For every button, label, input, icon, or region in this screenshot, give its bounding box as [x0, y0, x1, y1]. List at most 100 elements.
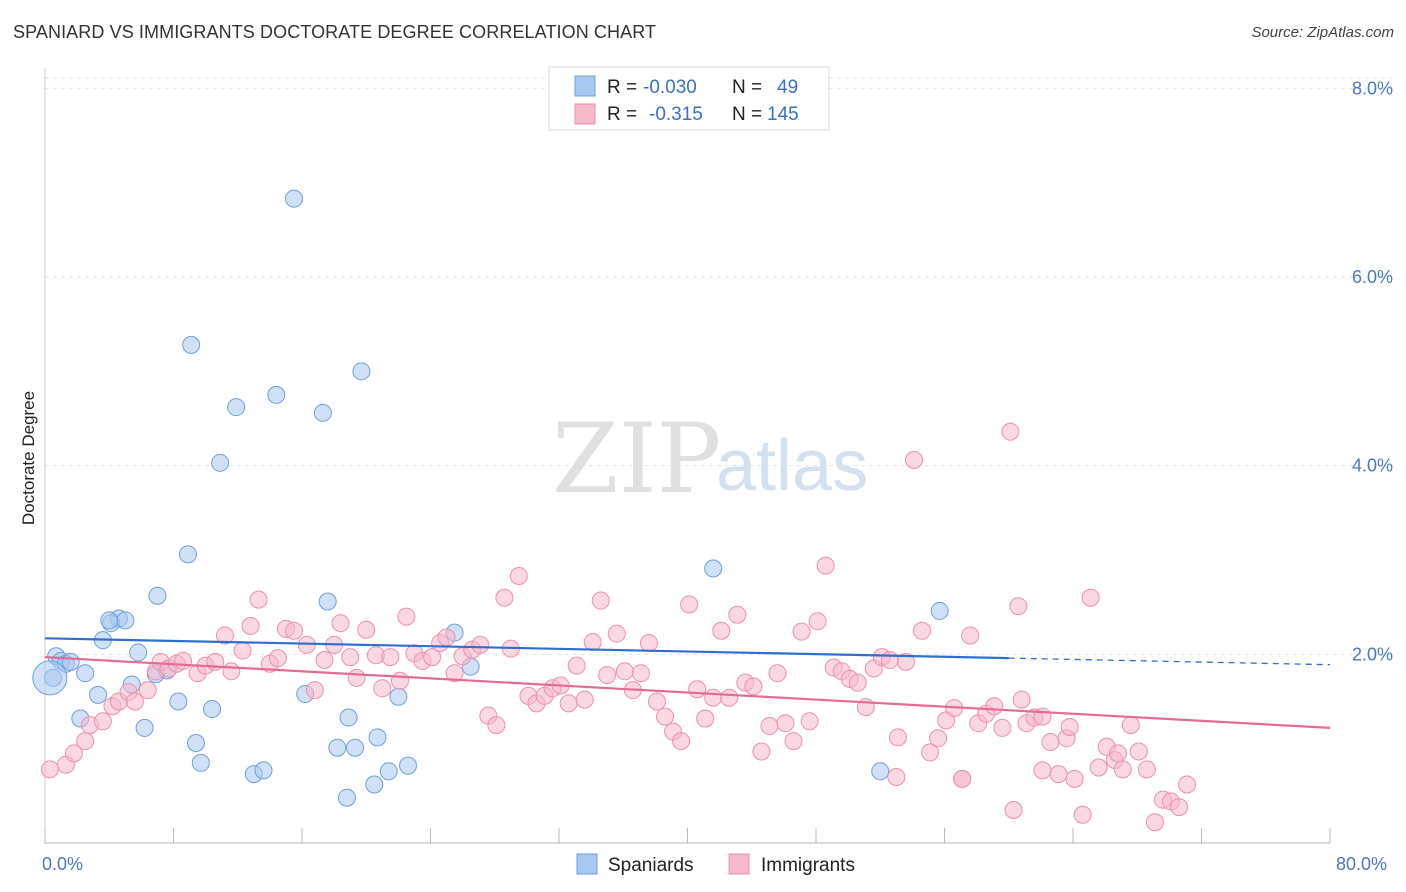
- immigrants-point-139: [887, 767, 906, 786]
- spaniards-point-28: [328, 738, 347, 757]
- immigrants-point-91: [808, 612, 827, 631]
- immigrants-point-137: [1178, 775, 1197, 794]
- immigrants-point-65: [598, 666, 617, 685]
- immigrants-point-39: [390, 671, 409, 690]
- immigrants-point-123: [1065, 769, 1084, 788]
- y-tick-label-1: 4.0%: [1352, 456, 1393, 476]
- source-label: Source: ZipAtlas.com: [1251, 24, 1394, 41]
- immigrants-point-138: [1004, 800, 1023, 819]
- immigrants-point-85: [760, 717, 779, 736]
- immigrants-point-87: [776, 714, 795, 733]
- spaniards-point-31: [339, 708, 358, 727]
- immigrants-point-129: [1113, 760, 1132, 779]
- immigrants-point-60: [559, 694, 578, 713]
- immigrants-point-90: [800, 712, 819, 731]
- spaniards-point-42: [89, 685, 108, 704]
- immigrants-point-29: [305, 681, 324, 700]
- spaniards-point-17: [191, 753, 210, 772]
- spaniards-point-24: [284, 189, 303, 208]
- immigrants-point-79: [712, 621, 731, 640]
- immigrants-point-69: [631, 664, 650, 683]
- watermark-atlas: atlas: [716, 426, 868, 506]
- immigrants-point-51: [487, 716, 506, 735]
- immigrants-point-86: [768, 664, 787, 683]
- spaniards-point-27: [318, 592, 337, 611]
- immigrants-point-22: [241, 617, 260, 636]
- immigrants-point-72: [656, 707, 675, 726]
- immigrants-point-62: [575, 690, 594, 709]
- immigrants-point-19: [215, 626, 234, 645]
- immigrants-point-64: [591, 591, 610, 610]
- spaniards-point-14: [169, 692, 188, 711]
- spaniards-point-29: [352, 362, 371, 381]
- immigrants-point-84: [752, 742, 771, 761]
- immigrants-point-37: [373, 679, 392, 698]
- immigrants-point-40: [397, 607, 416, 626]
- legend-r-label-2: R =: [607, 104, 637, 125]
- legend-r-value-1: -0.030: [643, 77, 697, 98]
- immigrants-point-77: [696, 709, 715, 728]
- spaniards-point-12: [135, 718, 154, 737]
- immigrants-point-46: [445, 664, 464, 683]
- bottom-legend-spaniards: Spaniards: [608, 855, 694, 876]
- immigrants-point-140: [953, 769, 972, 788]
- spaniards-point-20: [227, 398, 246, 417]
- immigrants-point-61: [567, 656, 586, 675]
- immigrants-point-116: [1009, 597, 1028, 616]
- immigrants-point-88: [784, 732, 803, 751]
- immigrants-point-136: [1170, 798, 1189, 817]
- spaniards-trend-line: [44, 637, 1009, 660]
- axes: [44, 68, 1331, 844]
- immigrants-point-124: [1073, 805, 1092, 824]
- immigrants-point-120: [1041, 733, 1060, 752]
- immigrants-point-9: [125, 692, 144, 711]
- immigrants-point-126: [1089, 758, 1108, 777]
- immigrants-point-34: [347, 668, 366, 687]
- spaniards-point-18: [203, 700, 222, 719]
- immigrants-point-27: [284, 621, 303, 640]
- immigrants-point-103: [904, 450, 923, 469]
- immigrants-point-114: [993, 718, 1012, 737]
- y-tick-label-3: 8.0%: [1352, 78, 1393, 98]
- immigrants-point-38: [381, 648, 400, 667]
- spaniards-point-4: [61, 652, 80, 671]
- spaniards-point-45: [100, 611, 119, 630]
- immigrants-point-63: [583, 633, 602, 652]
- spaniards-point-22: [254, 761, 273, 780]
- spaniards-point-41: [930, 601, 949, 620]
- y-tick-label-2: 6.0%: [1352, 267, 1393, 287]
- spaniards-point-40: [871, 762, 890, 781]
- trend-lines: [44, 637, 1331, 730]
- immigrants-point-49: [471, 635, 490, 654]
- immigrants-point-66: [607, 624, 626, 643]
- y-tick-label-0: 2.0%: [1352, 644, 1393, 664]
- immigrants-point-89: [792, 622, 811, 641]
- immigrants-point-78: [704, 688, 723, 707]
- legend-n-label-1: N =: [732, 77, 762, 98]
- legend-swatch-immigrants: [574, 103, 596, 125]
- spaniards-point-23: [267, 385, 286, 404]
- immigrants-point-81: [728, 605, 747, 624]
- immigrants-point-32: [331, 614, 350, 633]
- spaniards-point-39: [704, 559, 723, 578]
- immigrants-point-125: [1081, 588, 1100, 607]
- y-axis-label: Doctorate Degree: [19, 391, 38, 525]
- immigrants-point-45: [437, 628, 456, 647]
- bottom-legend-swatch-spaniards: [576, 853, 598, 875]
- immigrants-point-54: [509, 567, 528, 586]
- spaniards-point-38: [365, 775, 384, 794]
- immigrants-point-132: [1137, 760, 1156, 779]
- y-tick-labels: 2.0% 4.0% 6.0% 8.0%: [1352, 78, 1393, 664]
- immigrants-point-71: [647, 692, 666, 711]
- bottom-legend-immigrants: Immigrants: [761, 855, 855, 876]
- immigrants-point-83: [744, 677, 763, 696]
- spaniards-point-15: [178, 545, 197, 564]
- spaniards-point-37: [337, 788, 356, 807]
- spaniards-point-48: [389, 687, 408, 706]
- immigrants-point-141: [1033, 761, 1052, 780]
- bottom-legend: Spaniards Immigrants: [576, 853, 855, 876]
- spaniards-point-47: [186, 734, 205, 753]
- immigrants-point-96: [848, 673, 867, 692]
- immigrants-point-143: [1060, 717, 1079, 736]
- immigrants-point-101: [888, 728, 907, 747]
